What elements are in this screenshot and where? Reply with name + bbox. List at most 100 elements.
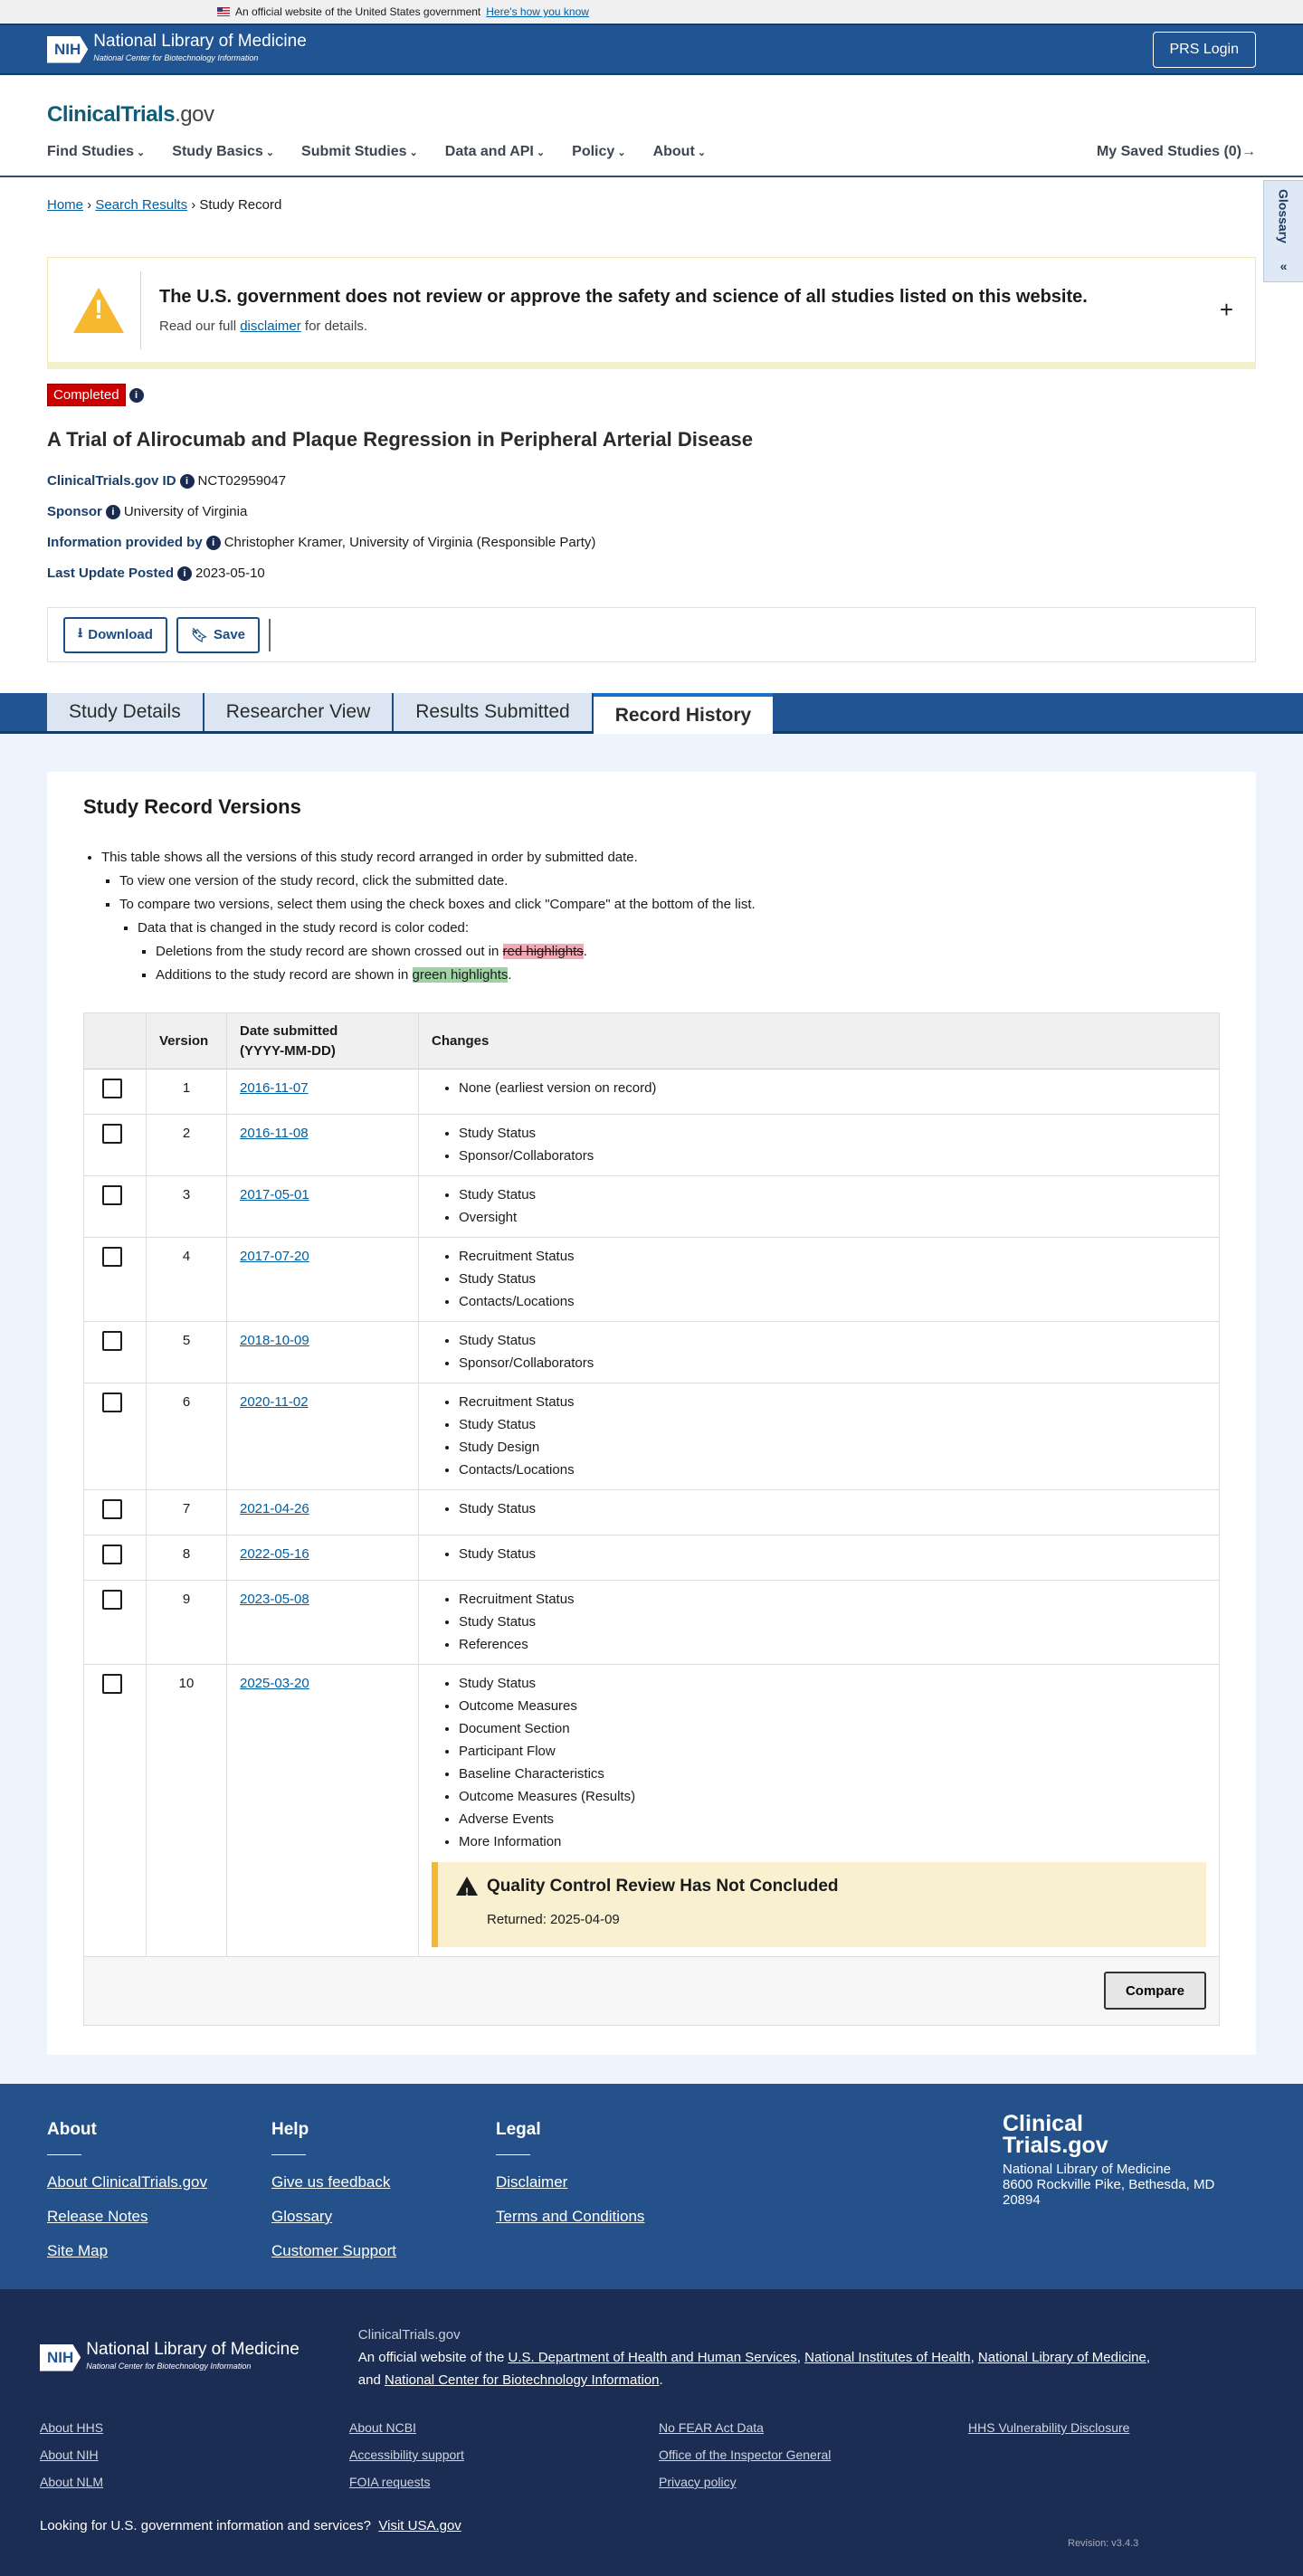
compare-button[interactable]: Compare	[1103, 1972, 1206, 2010]
version-checkbox[interactable]	[102, 1247, 122, 1267]
nav-submit-studies[interactable]: Submit Studies	[301, 144, 418, 160]
glossary-tab[interactable]: Glossary «	[1263, 180, 1303, 282]
footer-link[interactable]: Privacy policy	[659, 2475, 737, 2489]
version-date-link[interactable]: 2022-05-16	[240, 1546, 309, 1562]
footer-link[interactable]: About ClinicalTrials.gov	[47, 2173, 207, 2191]
footer-link[interactable]: Release Notes	[47, 2208, 148, 2225]
qc-alert-title: Quality Control Review Has Not Concluded	[487, 1877, 839, 1896]
tab-results-submitted[interactable]: Results Submitted	[394, 693, 594, 731]
expand-plus-icon[interactable]: +	[1219, 296, 1233, 323]
version-checkbox[interactable]	[102, 1079, 122, 1098]
version-date-link[interactable]: 2016-11-08	[240, 1126, 309, 1141]
hhs-link[interactable]: U.S. Department of Health and Human Serv…	[508, 2350, 797, 2365]
footer-link[interactable]: Glossary	[271, 2208, 333, 2225]
nav-about[interactable]: About	[653, 144, 706, 160]
disclaimer-link[interactable]: disclaimer	[240, 318, 301, 334]
version-checkbox[interactable]	[102, 1331, 122, 1351]
instruction: This table shows all the versions of thi…	[101, 846, 1220, 870]
table-row: 2 2016-11-08 Study StatusSponsor/Collabora…	[83, 1114, 1220, 1176]
version-date-link[interactable]: 2021-04-26	[240, 1501, 309, 1516]
save-button[interactable]: 🔖︎ Save	[176, 616, 261, 653]
nlm-footer-logo[interactable]: NIH National Library of Medicine National…	[40, 2324, 300, 2391]
prs-login-button[interactable]: PRS Login	[1152, 31, 1256, 68]
how-you-know-link[interactable]: Here's how you know	[486, 5, 589, 18]
info-icon[interactable]: i	[105, 505, 120, 520]
changes-cell: Recruitment StatusStudy StatusReferences	[418, 1580, 1220, 1665]
nih-logo[interactable]: NIH National Library of Medicine National…	[47, 33, 307, 66]
instruction-deletions: Deletions from the study record are show…	[156, 940, 1220, 964]
change-item: Oversight	[459, 1206, 1206, 1229]
changes-cell: Recruitment StatusStudy StatusContacts/L…	[418, 1237, 1220, 1322]
change-item: Contacts/Locations	[459, 1459, 1206, 1481]
version-date-link[interactable]: 2025-03-20	[240, 1676, 309, 1691]
change-item: More Information	[459, 1830, 1206, 1853]
glossary-label: Glossary	[1276, 188, 1291, 243]
tab-researcher-view[interactable]: Researcher View	[204, 693, 395, 731]
info-icon[interactable]: i	[179, 474, 195, 490]
date-cell: 2021-04-26	[226, 1489, 419, 1535]
version-checkbox[interactable]	[102, 1393, 122, 1412]
footer-link[interactable]: Office of the Inspector General	[659, 2448, 832, 2462]
site-logo[interactable]: ClinicalTrials.gov	[0, 75, 1303, 128]
footer-link[interactable]: Terms and Conditions	[496, 2208, 645, 2225]
footer-heading: Help	[271, 2120, 309, 2139]
version-date-link[interactable]: 2020-11-02	[240, 1394, 309, 1410]
nav-data-api[interactable]: Data and API	[445, 144, 545, 160]
footer-nlm: NIH National Library of Medicine National…	[0, 2289, 1303, 2576]
footer-link[interactable]: About NCBI	[349, 2420, 416, 2435]
footer-link[interactable]: No FEAR Act Data	[659, 2420, 764, 2435]
info-icon[interactable]: i	[128, 387, 144, 403]
changes-cell: Study StatusSponsor/Collaborators	[418, 1321, 1220, 1383]
version-date-link[interactable]: 2017-05-01	[240, 1187, 309, 1202]
footer-logo[interactable]: Clinical Trials.gov	[1003, 2113, 1214, 2157]
ncbi-link[interactable]: National Center for Biotechnology Inform…	[385, 2372, 660, 2388]
footer-link[interactable]: HHS Vulnerability Disclosure	[968, 2420, 1130, 2435]
disclaimer-title: The U.S. government does not review or a…	[159, 286, 1088, 307]
tab-study-details[interactable]: Study Details	[47, 693, 204, 731]
qc-alert-text: Returned: 2025-04-09	[487, 1912, 620, 1927]
info-icon[interactable]: i	[205, 536, 221, 551]
version-checkbox[interactable]	[102, 1185, 122, 1205]
version-checkbox[interactable]	[102, 1590, 122, 1610]
main-nav: Find Studies Study Basics Submit Studies…	[0, 128, 1303, 177]
tab-record-history[interactable]: Record History	[593, 693, 774, 734]
version-checkbox[interactable]	[102, 1674, 122, 1694]
nav-study-basics[interactable]: Study Basics	[172, 144, 274, 160]
date-header-format: (YYYY-MM-DD)	[240, 1042, 336, 1059]
footer-link[interactable]: Site Map	[47, 2242, 109, 2259]
footer-link[interactable]: Give us feedback	[271, 2173, 391, 2191]
nlm-link[interactable]: National Library of Medicine	[977, 2350, 1146, 2365]
nav-policy[interactable]: Policy	[572, 144, 625, 160]
footer-link[interactable]: About NLM	[40, 2475, 104, 2489]
nav-find-studies[interactable]: Find Studies	[47, 144, 145, 160]
changes-cell: Study Status	[418, 1535, 1220, 1581]
nih-link[interactable]: National Institutes of Health	[804, 2350, 971, 2365]
change-item: Recruitment Status	[459, 1391, 1206, 1413]
version-date-link[interactable]: 2017-07-20	[240, 1249, 309, 1264]
table-footer: Compare	[83, 1956, 1220, 2026]
version-checkbox[interactable]	[102, 1545, 122, 1564]
footer-link[interactable]: Disclaimer	[496, 2173, 568, 2191]
info-icon[interactable]: i	[177, 566, 193, 582]
red-highlight-sample: red highlights	[502, 944, 584, 959]
usa-gov-link[interactable]: Visit USA.gov	[378, 2518, 461, 2533]
version-date-link[interactable]: 2023-05-08	[240, 1592, 309, 1607]
footer-link[interactable]: Customer Support	[271, 2242, 396, 2259]
table-row: 9 2023-05-08 Recruitment StatusStudy Statu…	[83, 1580, 1220, 1665]
version-date-link[interactable]: 2018-10-09	[240, 1333, 309, 1348]
changes-cell: Study Status	[418, 1489, 1220, 1535]
change-item: Recruitment Status	[459, 1245, 1206, 1268]
us-flag-icon	[217, 7, 230, 16]
footer-link[interactable]: About HHS	[40, 2420, 104, 2435]
footer-link[interactable]: FOIA requests	[349, 2475, 431, 2489]
date-cell: 2023-05-08	[226, 1580, 419, 1665]
breadcrumb-home[interactable]: Home	[47, 197, 84, 213]
footer-link[interactable]: About NIH	[40, 2448, 99, 2462]
version-checkbox[interactable]	[102, 1499, 122, 1519]
my-saved-studies-link[interactable]: My Saved Studies (0)→	[1096, 143, 1256, 159]
version-date-link[interactable]: 2016-11-07	[240, 1080, 309, 1096]
version-checkbox[interactable]	[102, 1124, 122, 1144]
breadcrumb-search-results[interactable]: Search Results	[95, 197, 188, 213]
download-button[interactable]: ⭳ Download	[63, 616, 167, 653]
footer-link[interactable]: Accessibility support	[349, 2448, 464, 2462]
